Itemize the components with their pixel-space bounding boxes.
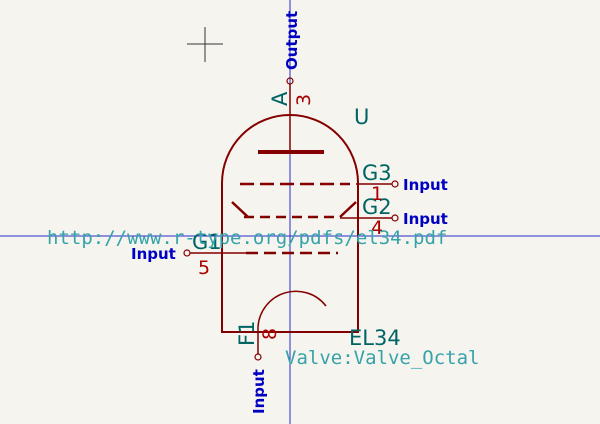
pin-g2-type: Input xyxy=(403,210,448,228)
datasheet-field[interactable]: http://www.r-type.org/pdfs/el34.pdf xyxy=(47,227,447,249)
reference-field[interactable]: U xyxy=(354,105,369,129)
pin-anode-end[interactable] xyxy=(286,77,294,85)
pin-g1-type: Input xyxy=(131,245,176,263)
pin-g1-number: 5 xyxy=(198,257,210,279)
valve-envelope xyxy=(221,114,359,333)
pin-g3-name: G3 xyxy=(362,161,392,185)
pin-anode-number: 3 xyxy=(293,94,315,106)
pin-g3-end[interactable] xyxy=(391,180,399,188)
pin-f1-type: Input xyxy=(250,369,268,414)
pin-g1-name: G1 xyxy=(192,230,222,254)
pin-g2-end[interactable] xyxy=(391,214,399,222)
pin-anode-name: A xyxy=(268,91,292,106)
pin-f1-end[interactable] xyxy=(254,353,262,361)
pin-g3-number: 1 xyxy=(371,183,383,205)
filament-arc xyxy=(257,290,327,328)
pin-g1-end[interactable] xyxy=(183,249,191,257)
cursor-crosshair xyxy=(187,27,223,62)
pin-g2-name: G2 xyxy=(362,195,392,219)
pin-f1-name: F1 xyxy=(235,321,259,346)
grid-g2 xyxy=(231,201,357,219)
footprint-field[interactable]: Valve:Valve_Octal xyxy=(285,347,479,369)
pin-g2-number: 4 xyxy=(371,217,383,239)
value-field[interactable]: EL34 xyxy=(349,326,401,350)
pin-anode-type: Output xyxy=(283,11,301,70)
pin-g3-type: Input xyxy=(403,176,448,194)
pin-f1-number: 8 xyxy=(259,328,281,340)
